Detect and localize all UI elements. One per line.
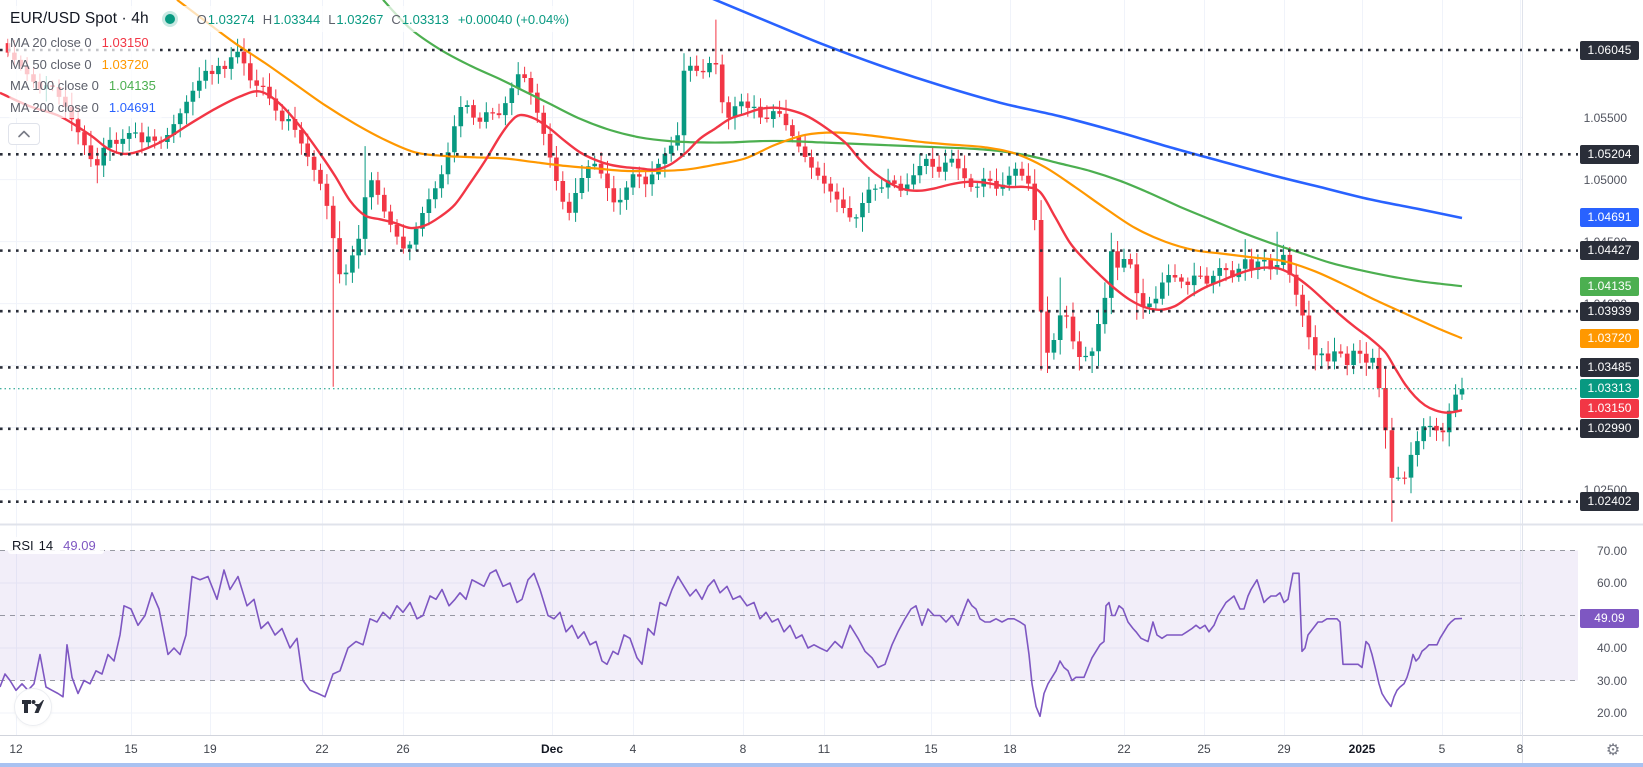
time-tick-label: 5 xyxy=(1438,742,1446,756)
indicator-value: 1.04135 xyxy=(108,78,156,94)
time-tick-label: 25 xyxy=(1197,742,1211,756)
indicator-value: 1.03150 xyxy=(101,35,149,51)
chevron-up-icon xyxy=(18,130,30,138)
legend-collapse-button[interactable] xyxy=(8,123,40,145)
rsi-indicator-label[interactable]: RSI 14 49.09 xyxy=(8,537,104,554)
price-badge-ma20: 1.03150 xyxy=(1580,399,1639,419)
time-tick-label: Dec xyxy=(540,742,564,756)
symbol-title[interactable]: EUR/USD Spot · 4h xyxy=(10,10,149,27)
rsi-value: 49.09 xyxy=(63,538,96,553)
time-tick-label: 18 xyxy=(1003,742,1017,756)
time-tick-label: 8 xyxy=(1516,742,1524,756)
ma20-line xyxy=(0,90,1463,414)
rsi-grid-label: 40.00 xyxy=(1596,641,1627,655)
price-badge-level: 1.04427 xyxy=(1580,241,1639,261)
indicator-legend-row[interactable]: MA 200 close 0 1.04691 xyxy=(8,96,163,118)
price-grid-label: 1.05500 xyxy=(1583,110,1627,125)
rsi-value-badge: 49.09 xyxy=(1580,608,1639,628)
ma50-line xyxy=(176,0,1463,340)
price-grid-label: 1.05000 xyxy=(1583,172,1627,187)
time-tick-label: 12 xyxy=(9,742,23,756)
price-badge-level: 1.05204 xyxy=(1580,144,1639,164)
indicator-label: MA 20 close 0 xyxy=(10,35,92,51)
high-label: H xyxy=(262,11,273,27)
time-tick-label: 26 xyxy=(396,742,410,756)
open-value: 1.03274 xyxy=(207,11,255,27)
rsi-grid-label: 60.00 xyxy=(1596,576,1627,590)
price-badge-ma50: 1.03720 xyxy=(1580,328,1639,348)
price-change: +0.00040 (+0.04%) xyxy=(457,11,570,27)
axis-settings-gear-icon[interactable]: ⚙ xyxy=(1605,742,1621,759)
price-badge-ma100: 1.04135 xyxy=(1580,277,1639,297)
ma200-line xyxy=(712,0,1463,220)
rsi-grid-label: 20.00 xyxy=(1596,706,1627,720)
rsi-line xyxy=(0,569,1463,718)
close-value: 1.03313 xyxy=(401,11,449,27)
indicator-legend-row[interactable]: MA 50 close 0 1.03720 xyxy=(8,53,156,75)
pane-separator[interactable] xyxy=(0,520,1522,528)
time-tick-label: 22 xyxy=(1117,742,1131,756)
time-tick-label: 4 xyxy=(629,742,637,756)
rsi-name: RSI xyxy=(12,538,34,553)
rsi-grid-label: 30.00 xyxy=(1596,673,1627,688)
time-tick-label: 22 xyxy=(315,742,329,756)
high-value: 1.03344 xyxy=(273,11,321,27)
low-label: L xyxy=(328,11,336,27)
price-badge-level: 1.03939 xyxy=(1580,301,1639,321)
market-status-icon[interactable] xyxy=(164,14,175,24)
open-label: O xyxy=(196,11,207,27)
ohlc-readout: O 1.03274 H 1.03344 L 1.03267 C 1.03313 xyxy=(189,12,449,27)
time-tick-label: 15 xyxy=(924,742,938,756)
time-tick-label: 29 xyxy=(1277,742,1291,756)
price-badge-level: 1.02402 xyxy=(1580,492,1639,512)
indicator-label: MA 100 close 0 xyxy=(10,78,99,94)
symbol-row[interactable]: EUR/USD Spot · 4h O 1.03274 H 1.03344 L 1.0… xyxy=(8,6,576,32)
price-badge-last-price: 1.03313 xyxy=(1580,379,1639,399)
rsi-params: 14 xyxy=(38,538,54,553)
indicator-label: MA 200 close 0 xyxy=(10,99,99,115)
tradingview-logo[interactable] xyxy=(14,688,52,726)
price-badge-level: 1.06045 xyxy=(1580,40,1639,60)
time-tick-label: 11 xyxy=(817,742,831,756)
rsi-grid-label: 70.00 xyxy=(1596,543,1627,558)
time-tick-label: 8 xyxy=(739,742,747,756)
indicator-legend-row[interactable]: MA 100 close 0 1.04135 xyxy=(8,75,163,97)
time-tick-label: 19 xyxy=(203,742,217,756)
indicator-value: 1.04691 xyxy=(108,99,156,115)
low-value: 1.03267 xyxy=(336,11,384,27)
indicator-label: MA 50 close 0 xyxy=(10,56,92,72)
tradingview-logo-icon xyxy=(22,700,44,713)
price-badge-ma200: 1.04691 xyxy=(1580,208,1639,228)
legend: EUR/USD Spot · 4h O 1.03274 H 1.03344 L 1.0… xyxy=(8,6,576,145)
indicator-legend-row[interactable]: MA 20 close 0 1.03150 xyxy=(8,32,156,54)
indicator-legend: MA 20 close 0 1.03150 MA 50 close 0 1.03720… xyxy=(8,32,575,118)
price-badge-level: 1.03485 xyxy=(1580,357,1639,377)
bottom-accent-bar xyxy=(0,763,1643,767)
time-tick-label: 15 xyxy=(124,742,138,756)
indicator-value: 1.03720 xyxy=(101,56,149,72)
time-tick-label: 2025 xyxy=(1348,742,1376,756)
price-badge-level: 1.02990 xyxy=(1580,419,1639,439)
close-label: C xyxy=(391,11,401,27)
